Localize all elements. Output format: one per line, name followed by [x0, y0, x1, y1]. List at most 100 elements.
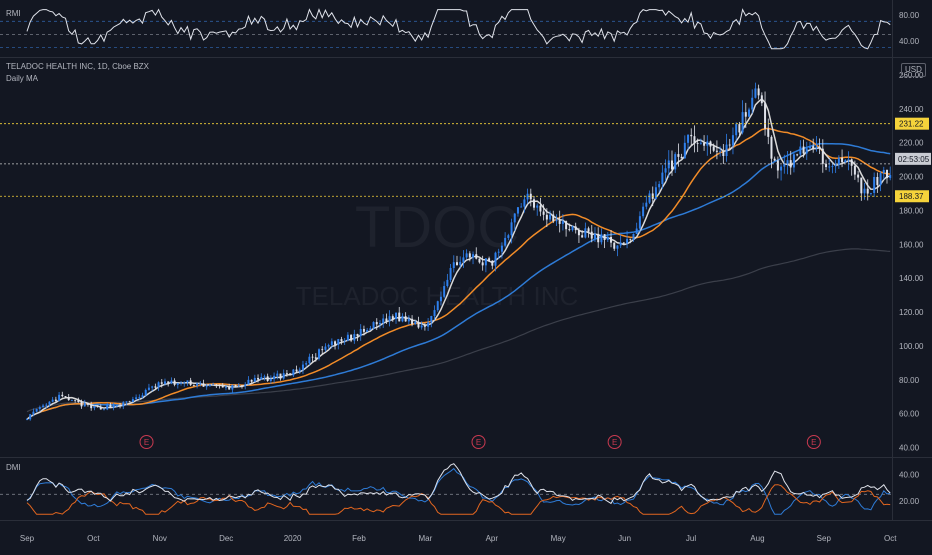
- candle-body: [715, 150, 718, 152]
- time-tick-label: Mar: [419, 534, 433, 543]
- candle-body: [109, 404, 112, 408]
- price-tick-label: 60.00: [899, 410, 920, 419]
- candle-body: [54, 399, 57, 402]
- candle-body: [372, 322, 375, 329]
- candle-body: [122, 402, 125, 407]
- candle-body: [869, 192, 872, 194]
- price-line-label: 188.37: [899, 192, 924, 201]
- price-line-label-bg: [895, 117, 929, 130]
- candle-body: [404, 316, 407, 322]
- candle-body: [478, 258, 481, 263]
- candle-body: [539, 205, 542, 212]
- dmi-pane-label: DMI: [6, 463, 21, 472]
- candle-body: [32, 411, 35, 415]
- candle-body: [343, 340, 346, 342]
- candle-body: [167, 381, 170, 384]
- symbol-title[interactable]: TELADOC HEALTH INC, 1D, Cboe BZX: [6, 62, 149, 71]
- candle-body: [764, 103, 767, 129]
- dmi-series-line: [26, 484, 891, 515]
- candle-body: [468, 253, 471, 258]
- candle-body: [879, 173, 882, 186]
- currency-badge[interactable]: USD: [901, 63, 926, 77]
- candle-body: [744, 112, 747, 117]
- candle-body: [536, 205, 539, 208]
- candle-body: [61, 394, 64, 397]
- candle-body: [722, 151, 725, 157]
- candle-body: [346, 334, 349, 341]
- candle-body: [301, 364, 304, 370]
- candle-body: [542, 211, 545, 215]
- candle-body: [558, 219, 561, 224]
- indicator-label[interactable]: Daily MA: [6, 74, 39, 83]
- candle-body: [452, 262, 455, 268]
- candle-body: [571, 226, 574, 231]
- candle-body: [831, 165, 834, 167]
- time-tick-label: Oct: [87, 534, 100, 543]
- candle-body: [776, 160, 779, 171]
- candle-body: [308, 356, 311, 364]
- candle-body: [664, 168, 667, 173]
- candle-body: [857, 174, 860, 178]
- candle-body: [38, 407, 41, 409]
- candle-body: [128, 401, 131, 403]
- candle-body: [565, 221, 568, 230]
- candle-body: [234, 384, 237, 387]
- time-tick-label: Nov: [153, 534, 167, 543]
- candle-body: [735, 124, 738, 136]
- candle-body: [70, 399, 73, 401]
- candle-body: [285, 373, 288, 374]
- candle-body: [208, 384, 211, 387]
- candle-body: [135, 397, 138, 400]
- candle-body: [593, 233, 596, 239]
- candle-body: [186, 380, 189, 383]
- candle-body: [850, 159, 853, 166]
- candle-body: [834, 164, 837, 166]
- price-line-label: 231.22: [899, 120, 924, 129]
- candle-body: [327, 345, 330, 347]
- candle-body: [90, 404, 93, 409]
- candle-body: [574, 226, 577, 231]
- candle-body: [125, 401, 128, 403]
- candle-body: [741, 112, 744, 133]
- candle-body: [699, 142, 702, 144]
- candle-body: [513, 213, 516, 223]
- candle-body: [507, 235, 510, 238]
- candle-body: [802, 146, 805, 154]
- candle-body: [42, 405, 45, 408]
- candle-body: [642, 206, 645, 217]
- candle-body: [847, 159, 850, 161]
- candle-body: [96, 406, 99, 408]
- candle-body: [472, 254, 475, 258]
- candle-body: [757, 88, 760, 96]
- candle-body: [26, 419, 28, 421]
- candle-body: [690, 134, 693, 137]
- candle-body: [401, 316, 404, 322]
- candle-body: [250, 379, 253, 382]
- moving-average-line: [26, 248, 891, 413]
- candle-body: [670, 160, 673, 170]
- candle-body: [853, 165, 856, 175]
- earnings-marker: [471, 435, 486, 449]
- candle-body: [738, 124, 741, 133]
- candle-body: [590, 231, 593, 239]
- candle-body: [427, 322, 430, 327]
- candle-body: [462, 257, 465, 262]
- candle-body: [709, 141, 712, 147]
- price-tick-label: 160.00: [899, 240, 924, 249]
- candle-body: [64, 396, 67, 398]
- candle-body: [83, 403, 86, 407]
- price-tick-label: 260.00: [899, 71, 924, 80]
- candle-body: [613, 242, 616, 249]
- candle-body: [597, 233, 600, 243]
- price-tick-label: 240.00: [899, 105, 924, 114]
- candle-body: [693, 136, 696, 144]
- candle-body: [240, 385, 243, 387]
- candle-body: [29, 414, 32, 420]
- time-tick-label: Jun: [618, 534, 631, 543]
- candle-body: [873, 176, 876, 193]
- candle-body: [244, 384, 247, 387]
- candle-body: [459, 261, 462, 266]
- candle-body: [629, 238, 632, 240]
- candle-body: [141, 395, 144, 397]
- candle-body: [276, 373, 279, 376]
